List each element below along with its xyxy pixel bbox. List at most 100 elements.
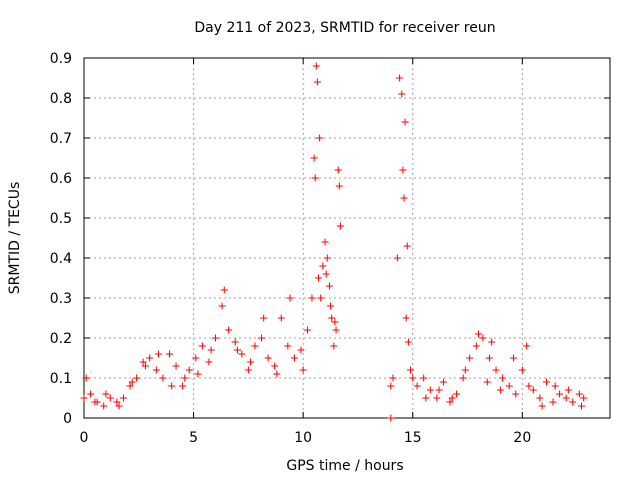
- data-point: [492, 366, 500, 374]
- data-point: [290, 354, 298, 362]
- data-point: [260, 314, 268, 322]
- data-point: [387, 414, 395, 422]
- data-point: [315, 274, 323, 282]
- data-point: [404, 338, 412, 346]
- data-point: [80, 394, 88, 402]
- data-point: [551, 382, 559, 390]
- data-point: [119, 394, 127, 402]
- data-point: [231, 338, 239, 346]
- data-point: [113, 398, 121, 406]
- data-point: [479, 334, 487, 342]
- data-point: [159, 374, 167, 382]
- data-point: [316, 134, 324, 142]
- data-point: [102, 390, 110, 398]
- data-point: [181, 374, 189, 382]
- data-point: [562, 394, 570, 402]
- data-point: [244, 366, 252, 374]
- data-point: [569, 398, 577, 406]
- data-point: [286, 294, 294, 302]
- data-point: [284, 342, 292, 350]
- data-point: [389, 374, 397, 382]
- data-point: [466, 354, 474, 362]
- data-point: [205, 358, 213, 366]
- data-point: [233, 346, 241, 354]
- data-point: [152, 366, 160, 374]
- grid-lines: [84, 58, 610, 418]
- data-point: [488, 338, 496, 346]
- y-tick-label: 0.7: [50, 131, 72, 147]
- data-point: [523, 342, 531, 350]
- data-point: [327, 302, 335, 310]
- x-axis-label: GPS time / hours: [286, 458, 403, 474]
- data-point: [332, 326, 340, 334]
- data-point: [321, 238, 329, 246]
- data-point: [446, 398, 454, 406]
- data-point: [336, 222, 344, 230]
- data-point: [398, 90, 406, 98]
- data-point: [556, 390, 564, 398]
- data-point: [179, 382, 187, 390]
- data-point: [139, 358, 147, 366]
- data-point: [319, 262, 327, 270]
- data-point: [512, 390, 520, 398]
- data-point: [387, 382, 395, 390]
- data-point: [271, 362, 279, 370]
- y-tick-label: 0.4: [50, 251, 72, 267]
- data-point: [328, 314, 336, 322]
- data-point: [126, 382, 134, 390]
- data-point: [413, 382, 421, 390]
- data-point: [402, 314, 410, 322]
- x-tick-label: 5: [189, 430, 198, 446]
- data-point: [435, 386, 443, 394]
- y-tick-label: 0.3: [50, 291, 72, 307]
- data-point: [536, 394, 544, 402]
- data-point: [518, 366, 526, 374]
- data-point: [133, 374, 141, 382]
- data-point: [198, 342, 206, 350]
- data-point: [106, 394, 114, 402]
- data-point: [525, 382, 533, 390]
- data-point: [146, 354, 154, 362]
- data-point: [448, 394, 456, 402]
- data-point: [475, 330, 482, 338]
- plot-frame: [83, 57, 611, 419]
- data-point: [422, 394, 430, 402]
- data-point: [277, 314, 285, 322]
- data-point: [439, 378, 447, 386]
- data-point: [322, 270, 330, 278]
- data-point: [115, 402, 123, 410]
- y-tick-label: 0.5: [50, 211, 72, 227]
- data-point: [485, 354, 493, 362]
- data-point: [393, 254, 401, 262]
- data-point: [505, 382, 513, 390]
- data-point: [225, 326, 233, 334]
- data-point: [426, 386, 434, 394]
- axis-ticks: [83, 57, 610, 419]
- data-point: [538, 402, 546, 410]
- data-point: [313, 78, 321, 86]
- data-point: [212, 334, 219, 342]
- data-point: [238, 350, 246, 358]
- y-tick-label: 0.6: [50, 171, 72, 187]
- data-point: [91, 398, 99, 406]
- data-point: [409, 374, 417, 382]
- data-point: [273, 370, 281, 378]
- data-point: [317, 294, 325, 302]
- data-point: [323, 254, 331, 262]
- tick-labels: 0 5 10 15 20 0 0.1 0.2 0.3 0.4 0.5 0.6 0.7 0.8 0.9: [50, 51, 532, 446]
- data-point: [400, 194, 408, 202]
- data-point: [220, 286, 228, 294]
- data-point: [433, 394, 441, 402]
- y-tick-label: 0: [63, 411, 72, 427]
- data-point: [100, 402, 108, 410]
- y-tick-label: 0.9: [50, 51, 72, 67]
- x-tick-label: 20: [513, 430, 531, 446]
- data-point: [330, 342, 338, 350]
- data-point: [299, 366, 307, 374]
- data-point: [578, 402, 586, 410]
- data-point: [529, 386, 537, 394]
- data-point: [459, 374, 467, 382]
- x-tick-label: 15: [404, 430, 422, 446]
- y-tick-label: 0.8: [50, 91, 72, 107]
